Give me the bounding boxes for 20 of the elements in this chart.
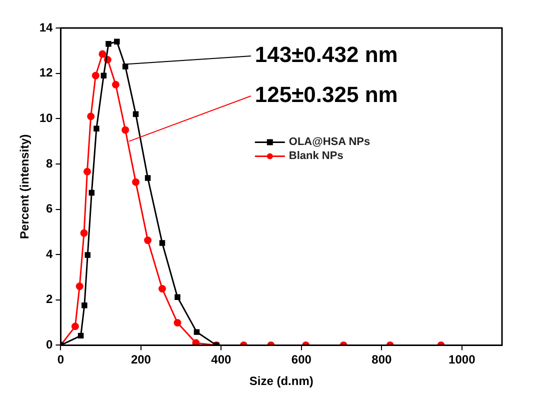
y-tick-label: 2 [46,292,54,306]
x-tick-label: 800 [372,352,392,367]
x-tick-label: 1000 [448,352,476,367]
legend-label: OLA@HSA NPs [288,136,370,148]
y-axis-title: Percent (intensity) [18,134,32,239]
x-axis-title: Size (d.nm) [249,374,314,388]
y-tick-label: 8 [46,156,54,170]
x-tick-label: 0 [57,352,64,367]
x-tick-label: 400 [211,352,232,367]
x-tick-label: 200 [130,352,152,367]
y-tick-label: 14 [39,20,54,34]
annotation: 143±0.432 nm [254,42,398,68]
y-tick-label: 6 [46,202,54,216]
y-tick-label: 10 [39,110,54,125]
annotation: 125±0.325 nm [254,82,398,108]
y-tick-label: 12 [39,66,54,80]
y-tick-label: 0 [46,338,54,352]
y-tick-label: 4 [46,246,54,261]
legend-label: Blank NPs [288,150,344,162]
x-tick-label: 600 [291,352,312,367]
